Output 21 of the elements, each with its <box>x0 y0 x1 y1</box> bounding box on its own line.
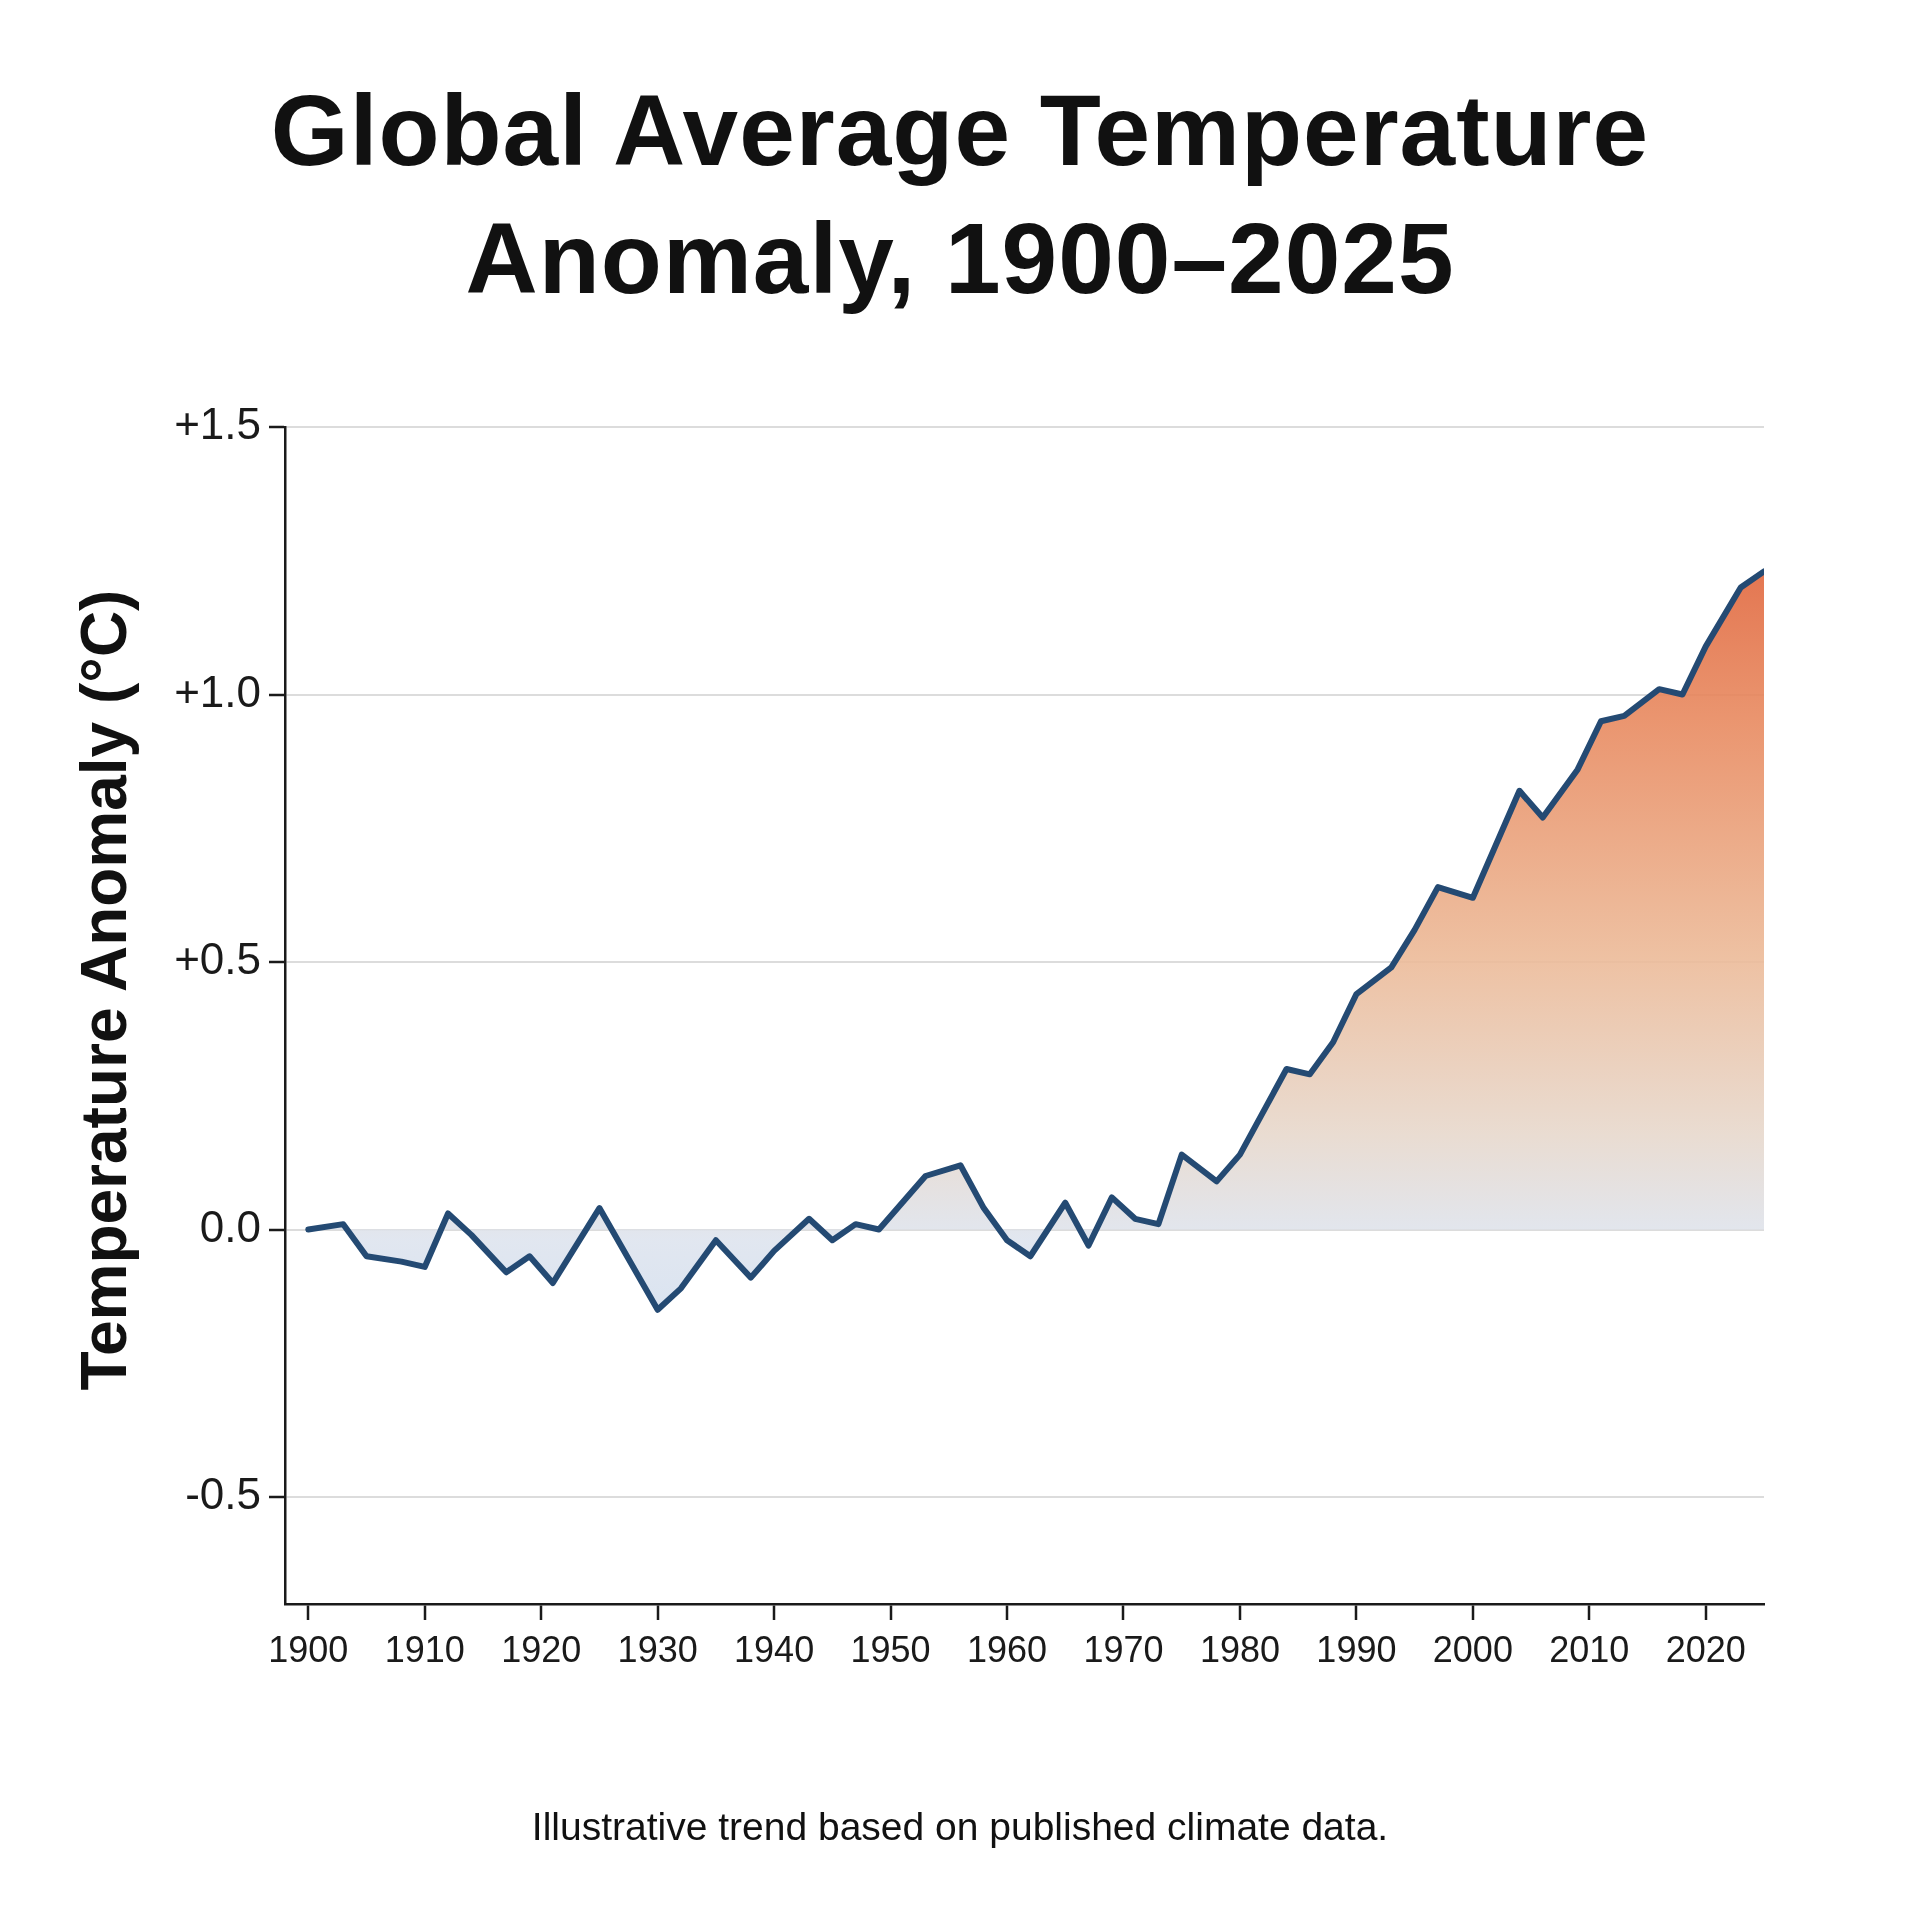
x-tick-label: 1960 <box>966 1628 1048 1670</box>
x-tick-label: 2020 <box>1665 1628 1746 1670</box>
y-tick-label: 0.0 <box>199 1201 261 1251</box>
y-tick-label: +1.5 <box>174 399 261 449</box>
x-tick-label: 1980 <box>1199 1628 1280 1670</box>
x-tick-label: 1970 <box>1083 1628 1164 1670</box>
x-tick-label: 1900 <box>268 1628 349 1670</box>
x-tick-label: 1940 <box>734 1628 815 1670</box>
y-tick-label: +1.0 <box>174 666 261 716</box>
text: Illustrative trend based on published climate data. <box>531 1805 1389 1848</box>
x-tick-label: 2000 <box>1432 1628 1513 1670</box>
x-tick-label: 2010 <box>1549 1628 1630 1670</box>
x-tick-label: 1920 <box>501 1628 582 1670</box>
x-tick-label: 1910 <box>384 1628 465 1670</box>
y-tick-label: +0.5 <box>174 934 261 984</box>
chart-title: Global Average Temperature Anomaly, 1900–2025 <box>270 74 1650 314</box>
x-tick-label: 1950 <box>850 1628 931 1670</box>
y-tick-label: -0.5 <box>185 1469 261 1519</box>
x-tick-label: 1990 <box>1316 1628 1397 1670</box>
y-axis-title: Temperature Anomaly (°C) <box>68 589 142 1391</box>
x-tick-label: 1930 <box>617 1628 698 1670</box>
